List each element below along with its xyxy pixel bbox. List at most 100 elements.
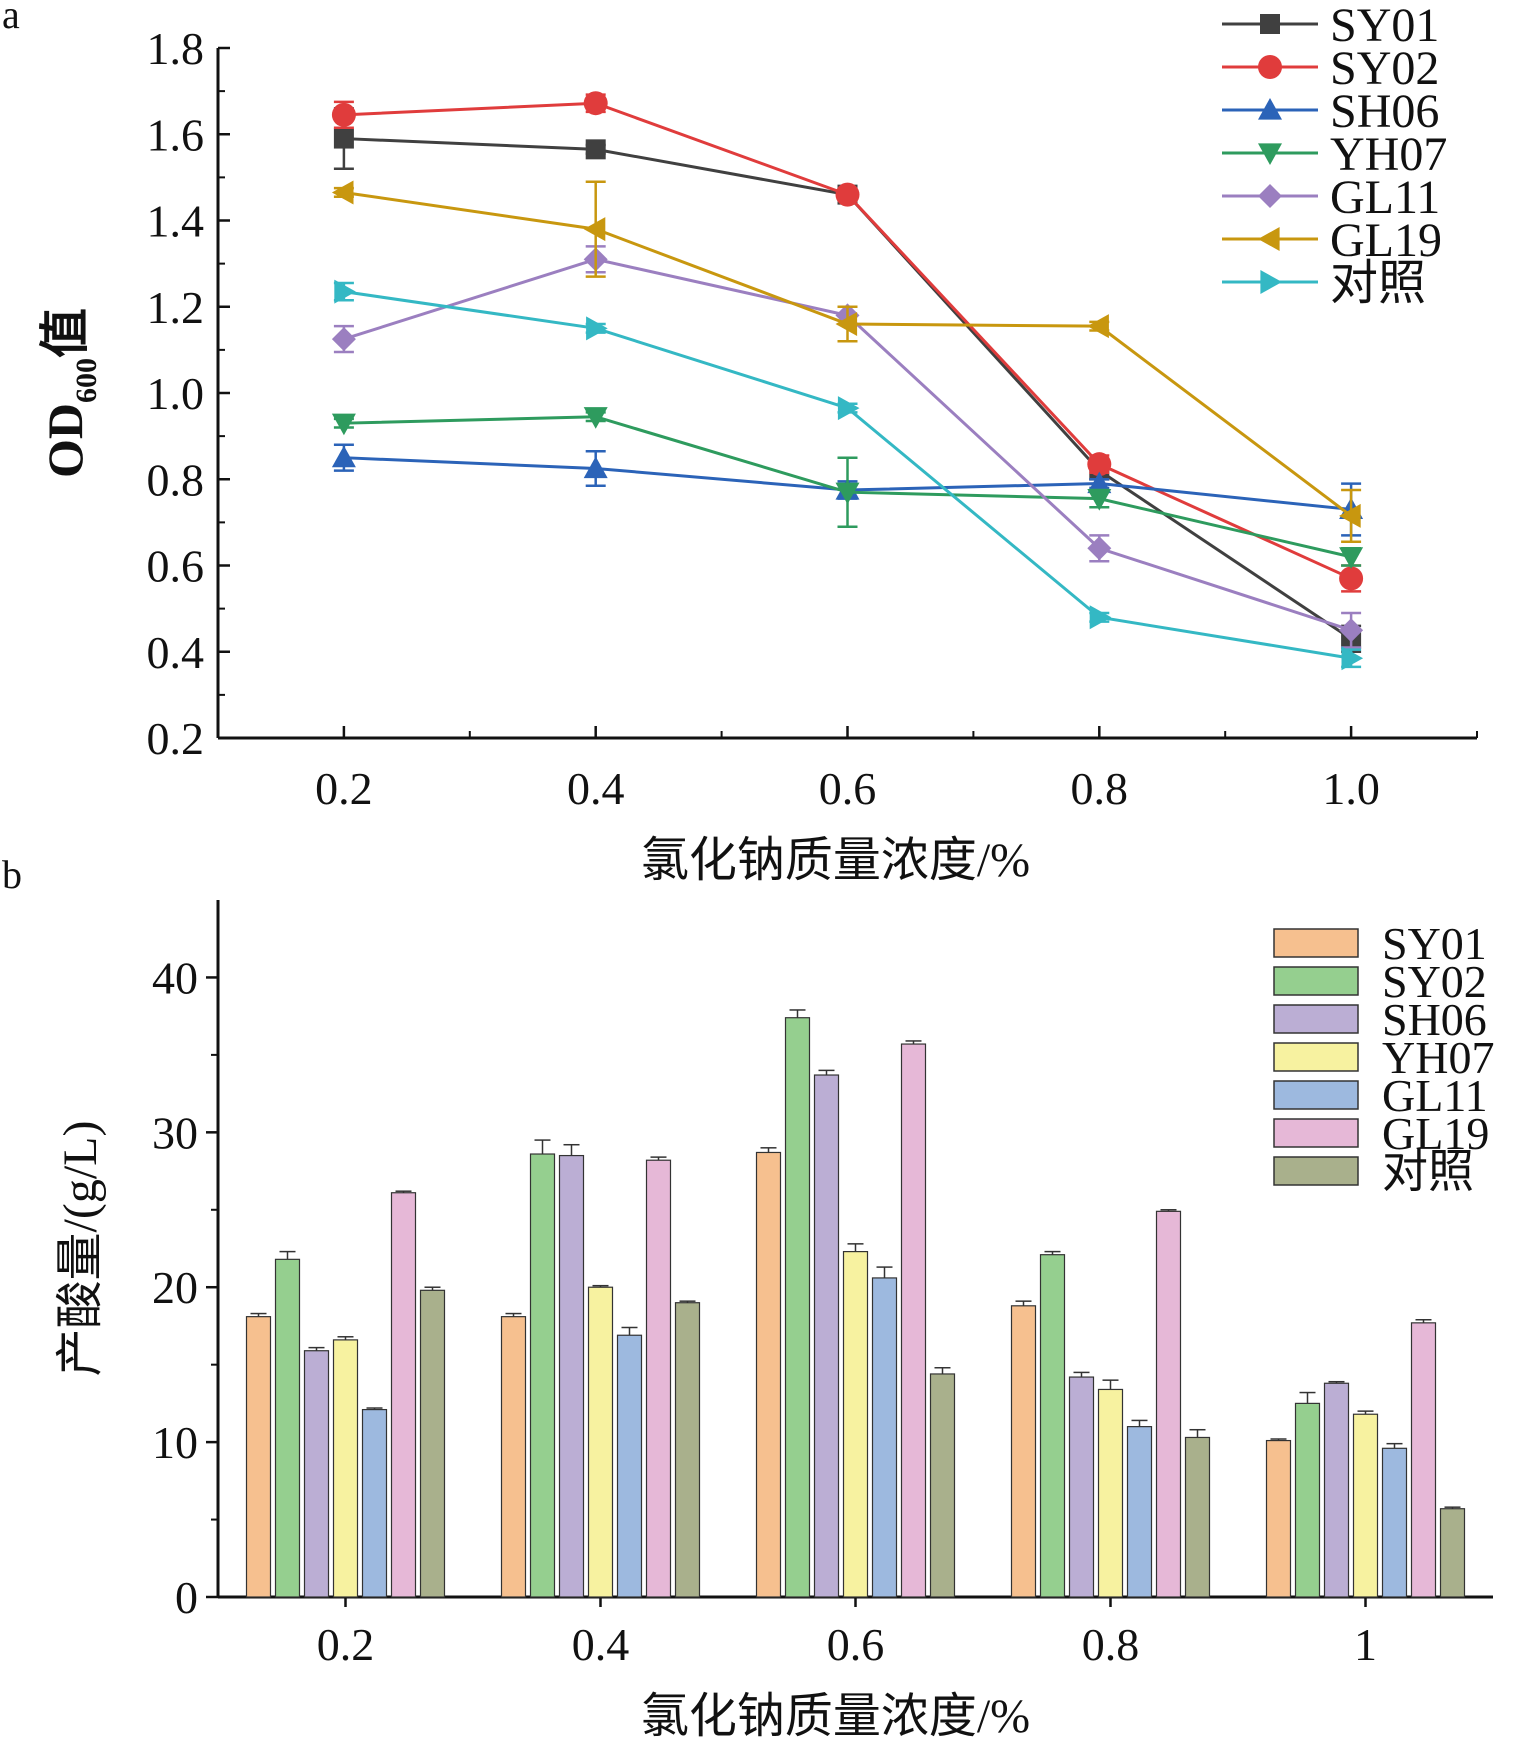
series-gl19: [331, 180, 1362, 544]
bar-gl19: [1155, 1210, 1182, 1598]
y-tick-label-b: 30: [152, 1107, 198, 1158]
x-tick-label-b: 0.4: [572, 1619, 630, 1670]
legend-label: SH06: [1382, 994, 1487, 1045]
y-tick-label-a: 1.2: [147, 282, 205, 333]
legend-marker: [1258, 55, 1282, 79]
series-yh07: [331, 407, 1364, 569]
y-tick-label-b: 10: [152, 1417, 198, 1468]
bar-gl19: [645, 1159, 672, 1598]
legend-label: GL19: [1330, 214, 1442, 267]
legend-label: GL11: [1330, 171, 1440, 224]
legend-swatch: [1273, 966, 1359, 996]
bar-sh06: [558, 1154, 585, 1598]
legend-marker: [1260, 270, 1282, 294]
legend-swatch: [1273, 928, 1359, 958]
data-point: [331, 413, 356, 436]
data-point: [331, 180, 354, 205]
data-point: [1339, 547, 1364, 569]
legend-label: YH07: [1382, 1032, 1494, 1083]
x-tick-label-a: 0.8: [1071, 763, 1129, 814]
y-tick-label-a: 1.6: [147, 109, 205, 160]
y-tick-label-b: 20: [152, 1262, 198, 1313]
bar-gl19: [1410, 1322, 1437, 1598]
legend-label: 对照: [1382, 1146, 1474, 1197]
bar-yh07: [587, 1286, 614, 1598]
legend-swatch: [1273, 1042, 1359, 1072]
y-tick-label-a: 0.6: [147, 541, 205, 592]
bar-sy01: [1010, 1305, 1037, 1598]
legend-label: GL19: [1382, 1108, 1489, 1159]
series-sy02: [331, 91, 1364, 593]
x-tick-label-a: 0.4: [567, 763, 625, 814]
bar-sh06: [303, 1350, 330, 1598]
legend-marker: [1260, 14, 1280, 34]
legend-label: 对照: [1330, 257, 1426, 310]
data-point: [1339, 618, 1364, 643]
legend-marker: [1258, 184, 1282, 208]
data-point: [334, 279, 356, 304]
legend-swatch: [1273, 1118, 1359, 1148]
legend-label: GL11: [1382, 1070, 1488, 1121]
y-tick-label-a: 0.2: [147, 713, 205, 764]
bar-gl19: [900, 1043, 927, 1598]
legend-marker: [1258, 227, 1280, 251]
legend-label: SY02: [1382, 956, 1487, 1007]
data-point: [585, 139, 606, 160]
bar-sy01: [1265, 1439, 1292, 1598]
legend-label: SY02: [1330, 42, 1439, 95]
bar-sy02: [1039, 1254, 1066, 1598]
x-tick-label-a: 1.0: [1322, 763, 1380, 814]
legend-label: SY01: [1382, 918, 1487, 969]
legend-swatch: [1273, 1004, 1359, 1034]
data-point: [586, 316, 608, 341]
data-point: [331, 445, 356, 468]
bar-sy01: [245, 1316, 272, 1598]
legend-swatch: [1273, 1080, 1359, 1110]
x-tick-label-b: 0.2: [317, 1619, 375, 1670]
data-point: [835, 482, 860, 505]
line-chart-od600: 0.2 0.4 0.6 0.8 1.0 1.2 1.4 1.6 1.8 0.2 0.4 0.6 0.8 1…: [37, 0, 1478, 887]
bar-sy01: [500, 1316, 527, 1598]
x-tick-label-b: 0.8: [1082, 1619, 1140, 1670]
data-point: [1341, 646, 1364, 671]
data-point: [583, 91, 608, 116]
legend-label: SY01: [1330, 0, 1439, 52]
y-tick-label-b: 0: [175, 1572, 198, 1623]
data-point: [1339, 503, 1361, 528]
bar-gl11: [871, 1277, 898, 1598]
bar-control: [929, 1373, 956, 1598]
bar-sh06: [813, 1074, 840, 1598]
legend-label: SH06: [1330, 85, 1439, 138]
bar-yh07: [1097, 1388, 1124, 1598]
y-tick-label-a: 1.4: [147, 196, 205, 247]
x-tick-label-b: 0.6: [827, 1619, 885, 1670]
legend-swatch: [1273, 1156, 1359, 1186]
bar-sy02: [274, 1258, 301, 1598]
data-point: [1087, 489, 1112, 511]
bar-control: [674, 1302, 701, 1598]
data-point: [583, 456, 608, 479]
y-axis-label-a: OD600值: [37, 308, 103, 478]
data-point: [1087, 314, 1109, 339]
legend-marker: [1258, 98, 1282, 120]
bar-sy02: [784, 1017, 811, 1598]
data-point: [837, 396, 860, 421]
bar-control: [419, 1289, 446, 1598]
data-point: [331, 327, 356, 352]
bar-gl11: [361, 1408, 388, 1598]
data-point: [1339, 566, 1364, 591]
x-tick-label-a: 0.6: [819, 763, 877, 814]
bar-gl11: [616, 1334, 643, 1598]
panel-label-a: a: [2, 0, 20, 37]
y-tick-label-a: 0.8: [147, 454, 205, 505]
data-point: [583, 217, 606, 242]
data-point: [835, 182, 860, 207]
y-tick-label-a: 0.4: [147, 627, 205, 678]
x-tick-label-a: 0.2: [315, 763, 373, 814]
data-point: [333, 128, 354, 149]
bar-sh06: [1068, 1376, 1095, 1598]
series-control: [333, 279, 1364, 671]
